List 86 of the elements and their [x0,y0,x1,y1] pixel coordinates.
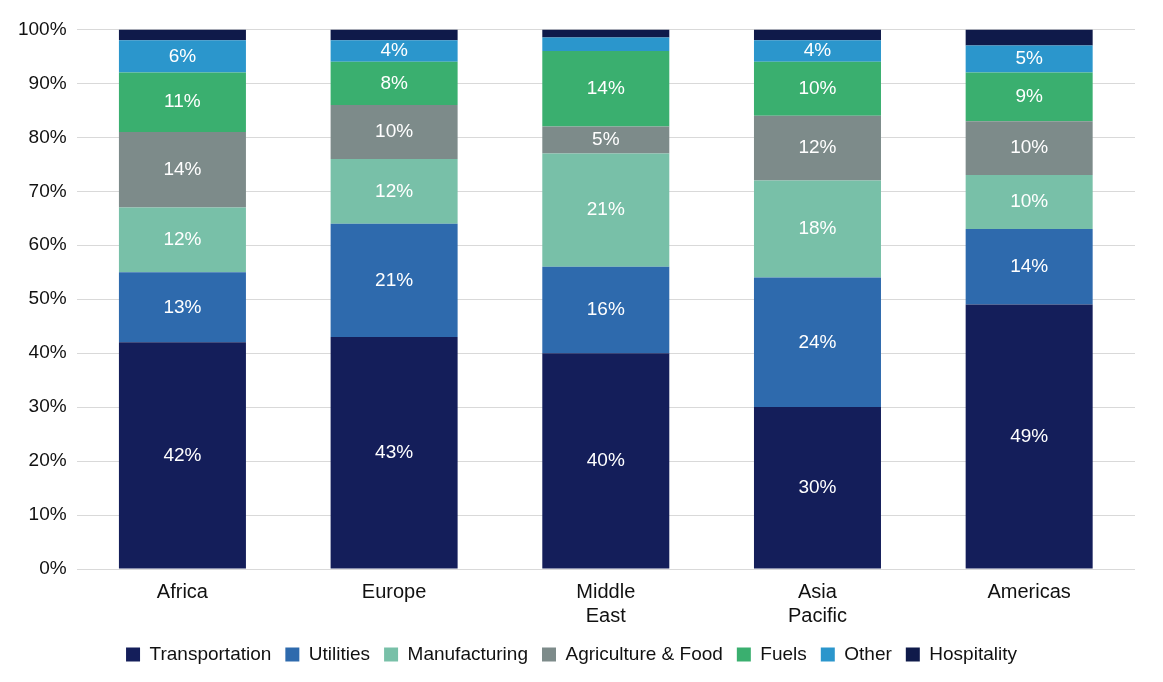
bar [118,72,246,132]
y-tick-label: 90% [28,71,67,93]
data-label: 30% [798,476,837,498]
data-label: 21% [375,268,414,290]
data-label: 4% [380,39,408,61]
data-label: 12% [163,228,202,250]
legend-label: Other [844,642,893,664]
y-tick-label: 0% [39,557,67,579]
data-label: 49% [1010,424,1049,446]
bar [753,29,881,41]
x-tick-label: Middle East [576,579,636,626]
y-tick-label: 40% [28,341,67,363]
bar [965,121,1093,176]
y-tick-label: 20% [28,449,67,471]
legend-label: Agriculture & Food [565,642,723,664]
bar [118,131,246,208]
data-label: 40% [586,449,625,471]
bar [118,29,246,41]
y-tick-label: 60% [28,233,67,255]
data-label: 21% [586,198,625,220]
bar [330,61,458,105]
legend-label: Utilities [308,642,371,664]
bar [753,277,881,408]
data-label: 10% [375,120,414,142]
data-label: 5% [1015,47,1043,69]
data-label: 10% [1010,136,1049,158]
legend-label: Transportation [149,642,272,664]
data-label: 11% [164,90,201,112]
bar [753,40,881,62]
bar [542,37,670,51]
data-label: 42% [163,443,202,465]
data-label: 12% [798,136,837,158]
data-label: 6% [168,44,197,66]
data-label: 4% [803,39,832,61]
data-label: 8% [380,71,408,93]
bar [330,223,458,337]
bar [965,229,1093,305]
data-label: 14% [163,157,202,179]
bar [542,153,670,267]
bar [965,45,1093,73]
data-label: 9% [1015,85,1043,107]
bar [118,272,246,343]
data-label: 14% [1010,255,1049,277]
y-tick-label: 80% [28,125,67,147]
bar [965,29,1093,46]
legend-label: Fuels [760,642,807,664]
bar [542,50,670,127]
bar [330,29,458,41]
legend-label: Hospitality [929,642,1018,664]
bar [542,126,670,154]
x-tick-label: Africa [156,579,209,602]
data-label: 5% [592,128,620,150]
data-label: 24% [798,330,837,352]
x-tick-label: Americas [987,579,1071,602]
bar [542,266,670,354]
data-label: 18% [798,217,837,239]
bar [542,353,670,569]
bar [118,207,246,273]
bar [330,336,458,569]
y-tick-label: 30% [28,395,67,417]
bar [753,115,881,181]
bar [753,180,881,278]
data-label: 10% [1010,190,1049,212]
y-tick-label: 50% [28,287,67,309]
data-label: 16% [586,298,625,320]
bar [753,407,881,569]
bar [330,158,458,224]
data-label: 10% [798,76,837,98]
data-label: 43% [375,440,414,462]
bar [118,342,246,569]
bar [330,40,458,62]
bar [965,304,1093,569]
y-tick-label: 10% [28,503,67,525]
data-label: 13% [163,295,202,317]
x-tick-label: Asia Pacific [788,579,847,626]
data-label: 14% [586,76,625,98]
bar [753,61,881,116]
x-tick-label: Europe [361,579,427,602]
bar [118,40,246,73]
legend-label: Manufacturing [407,642,528,664]
bar [965,72,1093,122]
data-label: 12% [375,179,414,201]
bar [965,175,1093,230]
y-tick-label: 70% [28,179,67,201]
bar [330,104,458,159]
y-tick-label: 100% [17,17,67,39]
